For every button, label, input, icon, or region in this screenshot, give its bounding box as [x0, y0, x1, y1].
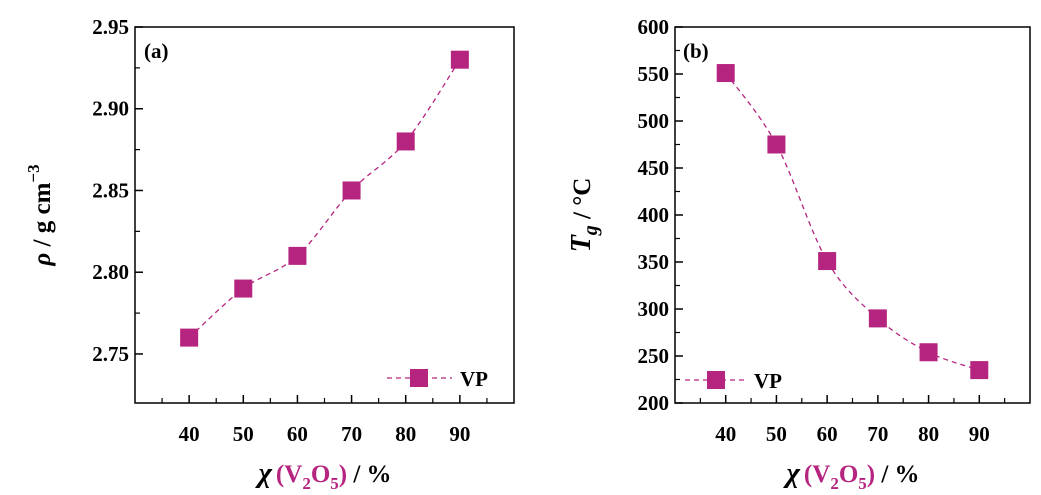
panel-b-x-tick-label: 40: [715, 422, 736, 446]
panel-a-y-unit: / g cm: [29, 182, 56, 252]
panel-b-x-tick-label: 60: [817, 422, 838, 446]
panel-b-data-point: [818, 252, 837, 271]
panel-b-x-sub2: 2: [830, 474, 839, 493]
panel-a-y-symbol: ρ: [29, 253, 56, 267]
panel-a-x-ticks: 40 50 60 70 80 90: [161, 395, 488, 446]
panel-b-y-tick-label: 400: [638, 203, 670, 227]
panel-b-x-tick-label: 70: [867, 422, 888, 446]
panel-b-legend-marker: [707, 371, 725, 389]
panel-b-y-tick-label: 500: [638, 109, 670, 133]
panel-b-x-ticks: 40 50 60 70 80 90: [699, 395, 1006, 446]
panel-a-y-exp: −3: [24, 164, 43, 182]
panel-b-data-point: [919, 343, 938, 362]
panel-a-y-tick-label: 2.90: [92, 97, 129, 121]
panel-b-points: [716, 64, 989, 380]
panel-b-data-point: [868, 309, 887, 328]
panel-a-x-sub2: 2: [302, 474, 311, 493]
panel-b-y-tick-label: 250: [638, 344, 670, 368]
panel-a-x-symbol: χ: [254, 457, 272, 489]
panel-a-x-paren-open: (: [276, 461, 284, 488]
panel-b-y-tick-label: 350: [638, 250, 670, 274]
panel-a-x-tick-label: 60: [287, 422, 308, 446]
panel-b-label: (b): [683, 39, 709, 63]
panel-a-y-tick-label: 2.75: [92, 342, 129, 366]
panel-a-x-tick-label: 50: [233, 422, 254, 446]
panel-a-series-line: [188, 59, 461, 339]
panel-a-x-tick-label: 70: [341, 422, 362, 446]
panel-a-data-point: [342, 181, 361, 200]
panel-a-points: [180, 50, 469, 347]
panel-b-y-tick-label: 600: [638, 15, 670, 39]
panel-a-data-point: [234, 279, 253, 298]
panel-b-y-symbol: T: [566, 233, 597, 252]
panel-a-y-tick-label: 2.80: [92, 260, 129, 284]
panel-b-x-tick-label: 50: [766, 422, 787, 446]
panel-a-x-tick-label: 90: [449, 422, 470, 446]
panel-b-y-axis-title: Tg / °C: [566, 178, 602, 253]
panel-a-legend-label: VP: [460, 367, 488, 391]
panel-a-y-ticks: 2.75 2.80 2.85 2.90 2.95: [92, 15, 143, 366]
panel-b-y-tick-label: 450: [638, 156, 670, 180]
panel-a-y-tick-label: 2.85: [92, 178, 129, 202]
panel-b-y-ticks: 200 250 300 350 400 450 500 550 600: [638, 15, 683, 415]
panel-a-x-unit: / %: [347, 461, 391, 488]
panel-b-x-axis-title: χ (V2O5) / %: [782, 457, 919, 493]
panel-a-y-tick-label: 2.95: [92, 15, 129, 39]
panel-a-x-o: O: [311, 461, 330, 488]
panel-b-legend: VP: [685, 369, 782, 393]
panel-a-legend-marker: [410, 369, 428, 387]
panel-a: (a) 2.75 2.80 2.85 2.90 2.95 40 50 60 70 80 90 VP…: [24, 15, 515, 493]
panel-a-x-v: V: [284, 461, 302, 488]
panel-a-y-axis-title: ρ / g cm−3: [24, 164, 56, 266]
panel-b-y-tick-label: 200: [638, 391, 670, 415]
panel-b-x-tick-label: 90: [969, 422, 990, 446]
panel-b-x-paren-open: (: [804, 461, 812, 488]
panel-b-series-line: [725, 72, 980, 371]
panel-b-data-point: [970, 361, 989, 380]
panel-b-y-tick-label: 550: [638, 62, 670, 86]
panel-a-x-sub5: 5: [330, 474, 339, 493]
panel-a-data-point: [288, 246, 307, 265]
panel-b-legend-label: VP: [754, 369, 782, 393]
panel-b-data-point: [767, 135, 786, 154]
panel-b-y-tick-label: 300: [638, 297, 670, 321]
panel-a-data-point: [396, 132, 415, 151]
panel-b-y-unit: / °C: [569, 178, 596, 226]
panel-b-data-point: [716, 64, 735, 83]
panel-b: (b) 200 250 300 350 400 450 500 550 600 40 50 60 70…: [566, 15, 1031, 493]
panel-b-x-sub5: 5: [858, 474, 867, 493]
panel-a-x-tick-label: 40: [179, 422, 200, 446]
panel-a-label: (a): [144, 39, 169, 63]
panel-a-data-point: [180, 328, 199, 347]
panel-a-x-tick-label: 80: [395, 422, 416, 446]
panel-b-x-paren-close: ): [867, 461, 875, 488]
panel-b-x-v: V: [812, 461, 830, 488]
panel-b-x-o: O: [839, 461, 858, 488]
panel-a-x-paren-close: ): [339, 461, 347, 488]
panel-a-x-axis-title: χ (V2O5) / %: [254, 457, 391, 493]
panel-b-x-symbol: χ: [782, 457, 800, 489]
panel-b-frame: [674, 26, 1031, 404]
panel-b-x-tick-label: 80: [918, 422, 939, 446]
panel-a-data-point: [450, 50, 469, 69]
panel-b-y-sub: g: [580, 225, 602, 236]
panel-a-legend: VP: [387, 367, 488, 391]
panel-b-x-unit: / %: [875, 461, 919, 488]
